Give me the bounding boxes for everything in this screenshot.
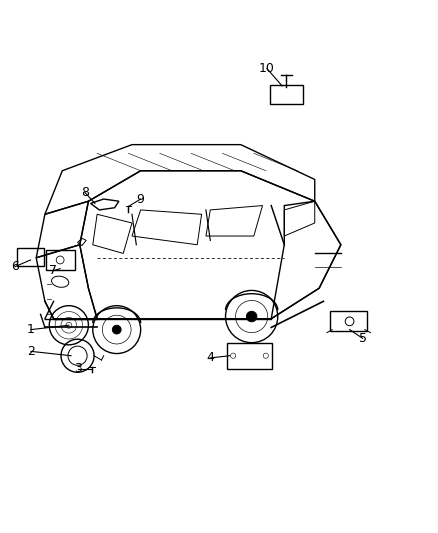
Text: 3: 3	[74, 362, 81, 375]
Text: 6: 6	[11, 260, 19, 273]
Text: 5: 5	[359, 332, 367, 345]
Text: 9: 9	[137, 192, 145, 206]
Text: 10: 10	[259, 62, 275, 75]
Text: 1: 1	[27, 323, 35, 336]
Text: 8: 8	[81, 186, 89, 199]
Text: 4: 4	[206, 351, 214, 365]
Circle shape	[113, 325, 121, 334]
Text: 2: 2	[27, 345, 35, 358]
Circle shape	[247, 311, 257, 322]
Text: 7: 7	[49, 264, 57, 277]
